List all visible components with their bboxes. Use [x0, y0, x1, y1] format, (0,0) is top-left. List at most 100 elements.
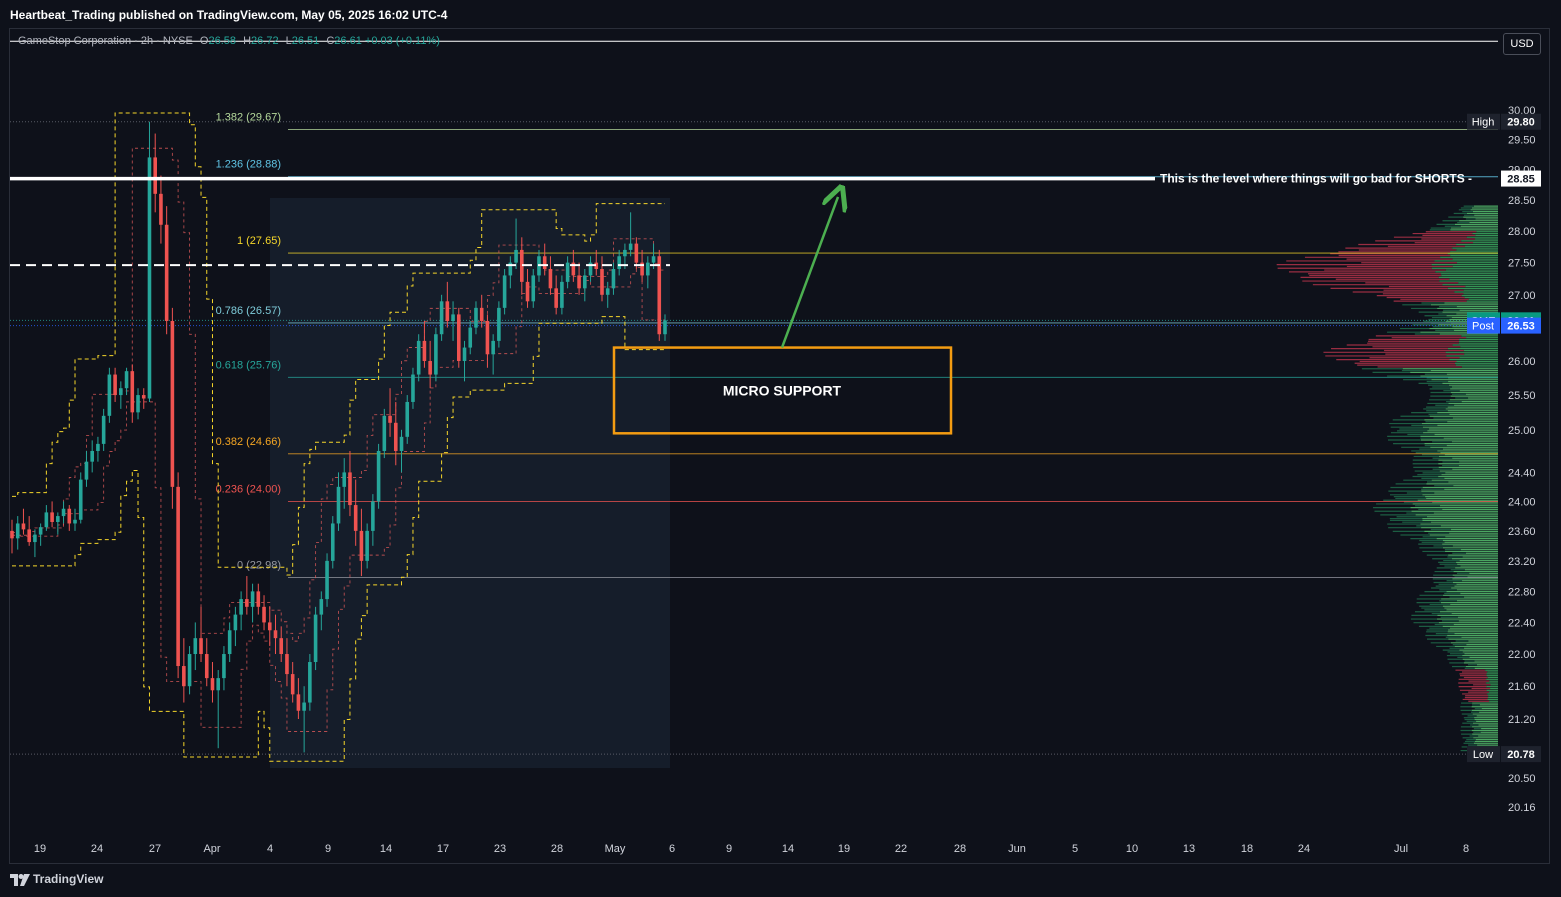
y-axis-tick-label: 26.00	[1508, 356, 1536, 368]
candle-body	[273, 630, 278, 639]
candle-body	[554, 288, 558, 308]
candle-body	[577, 275, 581, 289]
candle-body	[583, 275, 587, 289]
y-axis-tick-label: 20.50	[1508, 773, 1536, 785]
candle-body	[422, 340, 427, 362]
candle-body	[560, 281, 564, 308]
candle-body	[416, 340, 421, 375]
candle-body	[136, 395, 140, 413]
x-axis-tick-label: 22	[895, 843, 907, 855]
legend-high-label: H	[243, 35, 252, 47]
tradingview-logo-icon	[10, 874, 30, 886]
legend-low-label: L	[285, 35, 292, 47]
candle-body	[250, 591, 255, 607]
price-badge-label: Post	[1472, 321, 1494, 333]
x-axis-tick-label: 28	[551, 843, 563, 855]
candle-body	[308, 662, 312, 703]
candle-body	[262, 606, 266, 623]
publish-bar: Heartbeat_Trading published on TradingVi…	[0, 0, 1561, 28]
candle-body	[285, 654, 289, 675]
y-axis-tick-label: 22.00	[1508, 649, 1536, 661]
upward-arrow	[780, 197, 838, 349]
chart-frame	[9, 28, 1550, 864]
candle-body	[67, 508, 72, 524]
y-axis-tick-label: 21.60	[1508, 681, 1536, 693]
candle-body	[439, 301, 444, 335]
x-axis-tick-label: 14	[782, 843, 794, 855]
candle-body	[38, 527, 43, 535]
candle-body	[290, 674, 295, 695]
fib-level-label: 1.236 (28.88)	[216, 159, 281, 171]
candle-body	[434, 334, 438, 375]
publish-text: Heartbeat_Trading published on TradingVi…	[10, 8, 448, 22]
candle-body	[56, 516, 60, 522]
candle-body	[336, 486, 341, 524]
y-axis-tick-label: 25.50	[1508, 390, 1536, 402]
candle-body	[245, 599, 249, 607]
candle-body	[15, 523, 20, 539]
candle-body	[302, 702, 306, 711]
candle-body	[399, 436, 404, 451]
y-axis-tick-label: 28.00	[1508, 226, 1536, 238]
candle-body	[227, 630, 232, 655]
y-axis-tick-label: 23.20	[1508, 556, 1536, 568]
candle-body	[376, 450, 381, 502]
x-axis-tick-label: 28	[954, 843, 966, 855]
candle-body	[605, 288, 610, 295]
x-axis-tick-label: 9	[726, 843, 732, 855]
legend-high-value: 26.72	[251, 35, 279, 47]
candle-body	[113, 374, 117, 396]
candle-body	[628, 243, 633, 250]
micro-support-label: MICRO SUPPORT	[723, 382, 842, 398]
footer-bar	[0, 866, 1561, 897]
candle-body	[542, 256, 547, 270]
candle-body	[348, 472, 352, 506]
price-badge-value-bg	[1501, 317, 1541, 334]
candle-body	[382, 415, 387, 451]
candle-body	[199, 638, 203, 655]
tradingview-brand: TradingView	[33, 872, 104, 886]
x-axis-tick-label: 9	[325, 843, 331, 855]
fib-level-label: 0.382 (24.66)	[216, 436, 281, 448]
x-axis-tick-label: May	[605, 843, 626, 855]
candle-body	[44, 512, 49, 528]
fib-level-label: 1 (27.65)	[237, 235, 281, 247]
candle-body	[525, 281, 530, 302]
price-badge-value: 26.53	[1507, 321, 1535, 333]
candle-body	[101, 415, 106, 444]
candle-body	[27, 529, 31, 543]
x-axis-tick-label: Apr	[203, 843, 220, 855]
price-badge-label-bg	[1467, 317, 1500, 334]
y-axis-tick-label: 24.40	[1508, 467, 1536, 479]
candle-body	[514, 249, 518, 263]
x-axis-tick-label: 19	[34, 843, 46, 855]
inner-lower-band	[12, 266, 665, 732]
candle-body	[497, 307, 501, 341]
candle-body	[571, 262, 576, 276]
fib-level-label: 0 (22.98)	[237, 560, 281, 572]
legend-close-label: C	[326, 35, 335, 47]
candle-body	[330, 523, 335, 561]
legend-low-value: 26.51	[291, 35, 320, 47]
candle-body	[634, 243, 639, 263]
currency-button[interactable]: USD	[1503, 33, 1541, 55]
candle-body	[96, 443, 100, 451]
candle-body	[405, 401, 410, 437]
candle-body	[50, 512, 54, 522]
candle-body	[508, 262, 513, 276]
candle-body	[141, 395, 146, 399]
candle-body	[325, 560, 329, 600]
candle-body	[393, 422, 398, 451]
candle-body	[371, 501, 375, 531]
candle-body	[10, 530, 14, 539]
price-badge-value: 28.85	[1507, 174, 1535, 186]
candle-body	[611, 269, 616, 289]
candle-body	[485, 320, 490, 355]
price-badge-value: 20.78	[1507, 749, 1535, 761]
candle-body	[651, 256, 656, 263]
candle-body	[176, 486, 180, 667]
price-badge-value-bg	[1501, 113, 1541, 130]
candle-body	[73, 519, 77, 524]
candle-body	[353, 505, 358, 531]
